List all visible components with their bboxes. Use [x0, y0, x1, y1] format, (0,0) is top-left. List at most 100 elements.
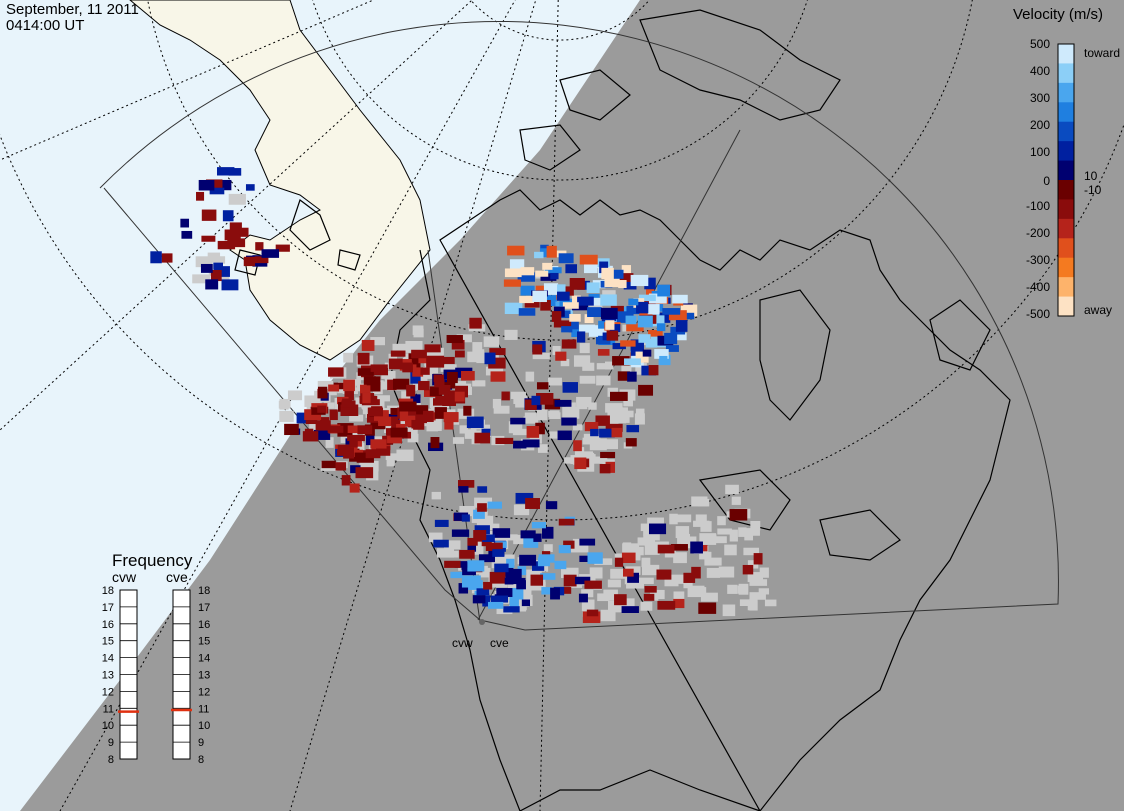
- velocity-cell: [672, 294, 688, 304]
- velocity-cell: [599, 428, 615, 438]
- velocity-cell: [536, 393, 554, 405]
- velocity-cell: [327, 425, 344, 433]
- velocity-cell: [586, 282, 600, 294]
- ground-scatter-cell: [472, 342, 483, 353]
- ground-scatter-cell: [287, 390, 303, 401]
- velocity-cell: [645, 339, 658, 348]
- velocity-cell: [573, 440, 582, 452]
- velocity-cell: [399, 401, 417, 412]
- velocity-cell: [691, 566, 701, 579]
- velocity-cell: [648, 330, 663, 339]
- velocity-cell: [523, 537, 539, 548]
- velocity-cell: [415, 414, 427, 424]
- velocity-cell: [531, 522, 546, 529]
- velocity-cell: [578, 593, 588, 603]
- velocity-cell: [302, 431, 319, 442]
- velocity-cell: [594, 328, 609, 336]
- colorbar-tick-label: 0: [1043, 174, 1050, 188]
- velocity-cell: [668, 310, 687, 321]
- ground-scatter-cell: [758, 588, 770, 595]
- ground-scatter-cell: [579, 343, 590, 354]
- ground-scatter-cell: [640, 601, 653, 611]
- velocity-cell: [587, 307, 602, 318]
- velocity-cell: [478, 554, 496, 563]
- velocity-cell: [683, 572, 696, 583]
- date-label: September, 11 2011: [6, 1, 139, 18]
- velocity-cell: [522, 439, 540, 448]
- ground-scatter-cell: [722, 604, 736, 617]
- frequency-level-label-cvw: 15: [102, 636, 114, 648]
- velocity-cell: [624, 358, 641, 366]
- velocity-cell: [628, 298, 639, 306]
- colorbar-tick-label: -400: [1026, 280, 1050, 294]
- frequency-level-label-cve: 14: [198, 653, 210, 665]
- velocity-cell: [504, 268, 522, 278]
- ground-scatter-cell: [278, 400, 291, 409]
- ground-scatter-cell: [525, 371, 535, 382]
- ground-scatter-cell: [474, 497, 493, 508]
- velocity-cell: [545, 501, 558, 510]
- velocity-cell: [337, 449, 346, 456]
- coastline: [234, 9, 1011, 811]
- velocity-cell: [504, 577, 514, 585]
- ground-scatter-cell: [635, 408, 645, 419]
- colorbar-swatch: [1058, 257, 1074, 278]
- velocity-cell: [561, 286, 574, 296]
- velocity-cell: [275, 244, 290, 252]
- velocity-cell: [367, 407, 384, 417]
- velocity-cell: [579, 324, 596, 333]
- ground-scatter-cell: [738, 583, 749, 595]
- ground-scatter-cell: [749, 579, 768, 586]
- velocity-cell: [617, 371, 630, 381]
- ground-scatter-cell: [669, 513, 678, 525]
- velocity-cell: [429, 386, 443, 397]
- velocity-cell: [357, 352, 370, 365]
- ground-scatter-cell: [589, 567, 603, 579]
- ground-scatter-cell: [440, 364, 457, 372]
- velocity-cell: [638, 334, 651, 343]
- ground-scatter-cell: [537, 444, 548, 453]
- velocity-cell: [484, 352, 496, 365]
- ground-scatter-cell: [750, 521, 761, 531]
- velocity-cell: [601, 267, 614, 280]
- velocity-cell: [459, 549, 475, 559]
- ground-scatter-cell: [386, 455, 395, 467]
- frequency-level-label-cve: 12: [198, 686, 210, 698]
- velocity-cell: [630, 339, 644, 351]
- ground-scatter-cell: [552, 346, 561, 355]
- frequency-panel: Frequency cvw cve 18 18 17 17 16 16 15 15 14 14 13…: [102, 551, 211, 766]
- velocity-cell: [627, 572, 640, 583]
- velocity-cell: [657, 544, 675, 554]
- velocity-cell: [494, 563, 509, 573]
- velocity-cell: [584, 314, 594, 324]
- ground-scatter-cell: [560, 359, 570, 367]
- velocity-cell: [543, 283, 559, 295]
- ground-scatter-cell: [683, 578, 693, 589]
- ground-scatter-cell: [706, 567, 721, 578]
- ground-scatter-cell: [574, 447, 585, 457]
- velocity-cell: [453, 512, 469, 521]
- ground-scatter-cell: [484, 523, 500, 531]
- velocity-cell: [253, 256, 269, 264]
- ground-scatter-cell: [622, 543, 640, 555]
- ground-scatter-cell: [637, 537, 656, 546]
- velocity-cell: [664, 332, 678, 345]
- velocity-cell: [574, 576, 591, 585]
- velocity-cell: [605, 423, 623, 432]
- ground-scatter-cell: [718, 566, 735, 578]
- colorbar-tick-label: -10: [1084, 183, 1102, 197]
- velocity-cell: [591, 297, 603, 306]
- velocity-cell: [350, 465, 361, 474]
- velocity-cell: [410, 394, 421, 403]
- velocity-cell: [343, 447, 354, 459]
- ground-scatter-cell: [656, 589, 665, 600]
- velocity-cell: [611, 269, 624, 279]
- velocity-cell: [626, 425, 640, 433]
- ground-scatter-cell: [603, 439, 618, 450]
- velocity-cell: [507, 245, 525, 256]
- velocity-cell: [443, 412, 459, 423]
- velocity-cell: [558, 518, 575, 526]
- velocity-cell: [612, 343, 626, 350]
- velocity-cell: [620, 340, 636, 347]
- velocity-cell: [213, 262, 223, 270]
